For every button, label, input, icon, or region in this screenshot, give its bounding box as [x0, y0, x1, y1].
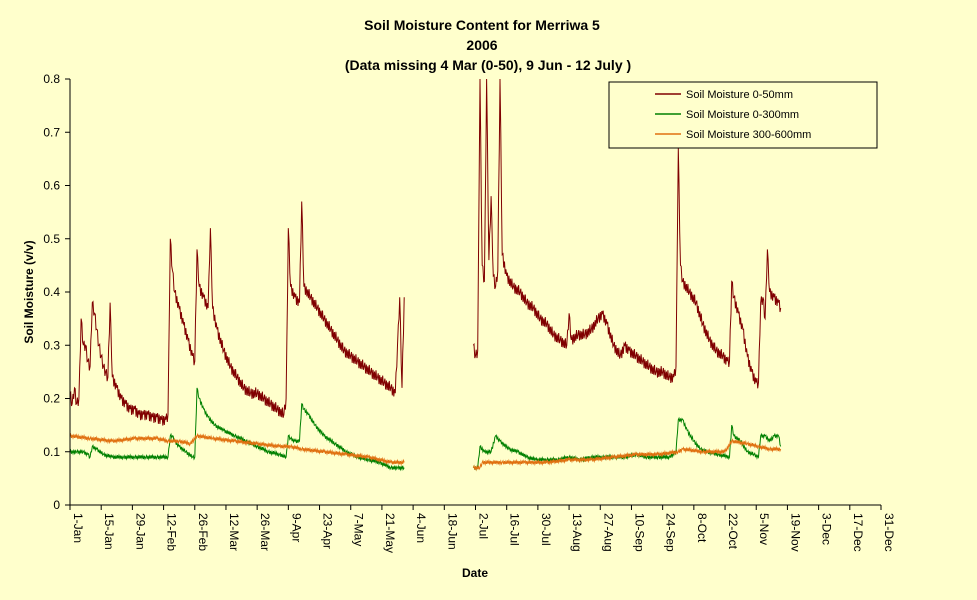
x-tick-label: 7-May — [352, 513, 366, 546]
legend-label-2: Soil Moisture 0-300mm — [686, 109, 799, 121]
x-tick-label: 15-Jan — [102, 513, 116, 550]
legend-label-3: Soil Moisture 300-600mm — [686, 129, 811, 141]
x-tick-label: 24-Sep — [664, 513, 678, 552]
y-tick-label: 0.7 — [43, 125, 60, 139]
x-tick-label: 1-Jan — [71, 513, 85, 543]
x-tick-label: 2-Jul — [477, 513, 491, 539]
series-line-2-segment-1 — [69, 387, 405, 472]
x-tick-label: 30-Jul — [539, 513, 553, 546]
x-tick-label: 9-Apr — [289, 513, 303, 542]
x-tick-label: 22-Oct — [726, 513, 740, 550]
series-line-1-segment-2 — [472, 78, 782, 389]
x-tick-label: 29-Jan — [133, 513, 147, 550]
series-line-3-segment-1 — [69, 432, 405, 467]
series-group — [69, 78, 782, 472]
x-tick-label: 12-Mar — [227, 513, 241, 551]
y-tick-label: 0 — [53, 498, 60, 512]
x-tick-label: 4-Jun — [414, 513, 428, 543]
legend-box — [608, 81, 878, 149]
title-line-3: (Data missing 4 Mar (0-50), 9 Jun - 12 J… — [345, 57, 631, 73]
chart-title: Soil Moisture Content for Merriwa 5 2006… — [345, 17, 631, 73]
title-line-1: Soil Moisture Content for Merriwa 5 — [364, 17, 600, 33]
x-tick-label: 17-Dec — [851, 513, 865, 552]
x-tick-label: 26-Feb — [196, 513, 210, 551]
x-tick-label: 3-Dec — [820, 513, 834, 545]
x-tick-label: 16-Jul — [508, 513, 522, 546]
x-tick-label: 26-Mar — [258, 513, 272, 551]
y-tick-label: 0.8 — [43, 72, 60, 86]
plot-area — [70, 79, 881, 505]
y-tick-label: 0.1 — [43, 445, 60, 459]
x-tick-label: 27-Aug — [601, 513, 615, 552]
x-axis-label: Date — [462, 566, 488, 580]
x-tick-label: 31-Dec — [882, 513, 896, 552]
x-tick-label: 18-Jun — [445, 513, 459, 550]
legend: Soil Moisture 0-50mm Soil Moisture 0-300m… — [608, 81, 878, 149]
series-line-1-segment-1 — [69, 201, 405, 426]
x-tick-label: 5-Nov — [757, 513, 771, 545]
x-tick-label: 13-Aug — [570, 513, 584, 552]
y-axis-label: Soil Moisture (v/v) — [22, 240, 36, 343]
x-tick-label: 10-Sep — [632, 513, 646, 552]
y-tick-label: 0.3 — [43, 338, 60, 352]
x-tick-label: 12-Feb — [165, 513, 179, 551]
y-tick-label: 0.2 — [43, 392, 60, 406]
x-tick-label: 8-Oct — [695, 513, 709, 543]
y-tick-label: 0.6 — [43, 179, 60, 193]
y-tick-label: 0.4 — [43, 285, 60, 299]
x-tick-label: 21-May — [383, 513, 397, 553]
series-line-3-segment-2 — [472, 438, 782, 472]
y-tick-label: 0.5 — [43, 232, 60, 246]
title-line-2: 2006 — [466, 37, 497, 53]
x-tick-label: 19-Nov — [788, 513, 802, 552]
axes-group: 0 0.1 0.2 0.3 0.4 0.5 0.6 0.7 0.8 1-Jan 15-Jan 29-J… — [43, 72, 896, 553]
legend-label-1: Soil Moisture 0-50mm — [686, 89, 793, 101]
x-tick-label: 23-Apr — [321, 513, 335, 549]
